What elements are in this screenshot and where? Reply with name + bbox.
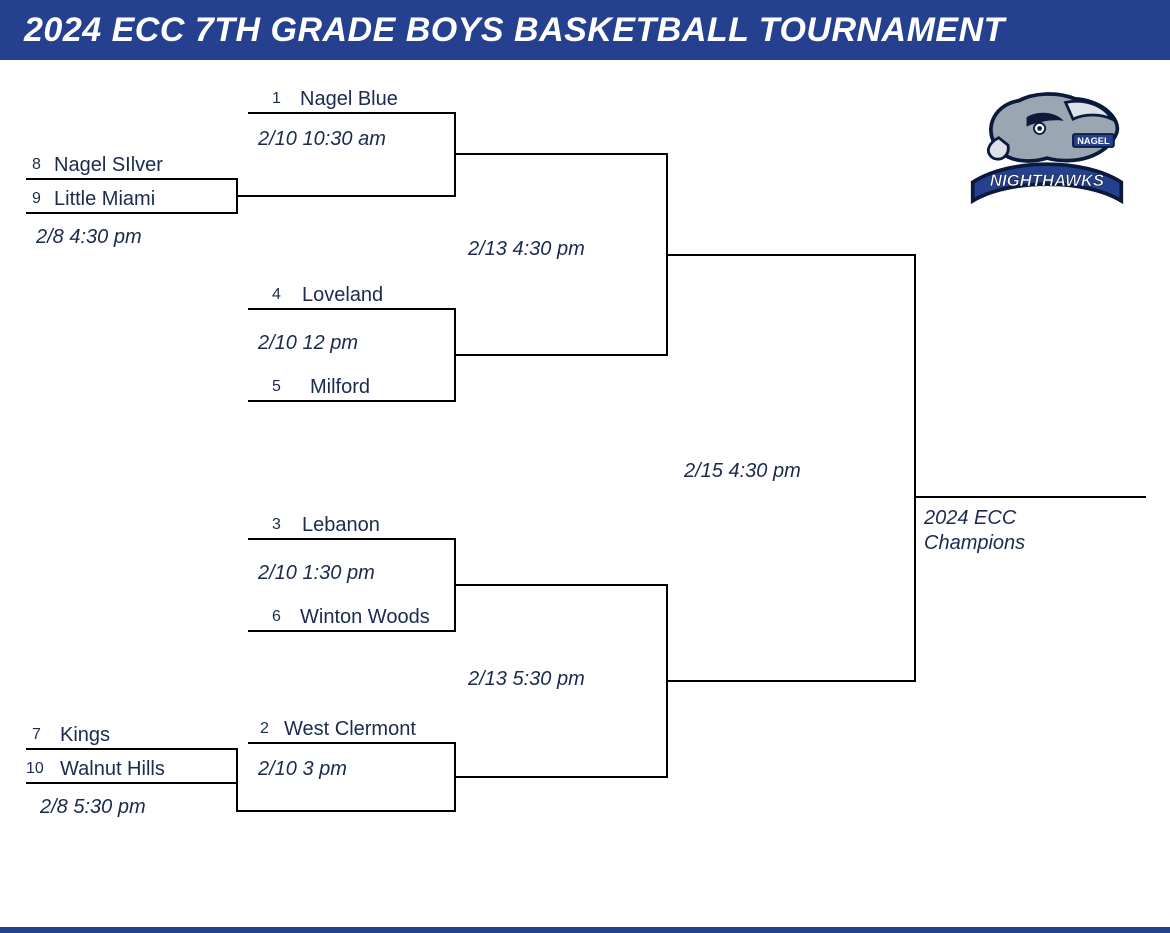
seed-label: 1 bbox=[272, 90, 281, 108]
game-time: 2/10 10:30 am bbox=[258, 128, 386, 151]
bracket-line bbox=[454, 153, 668, 155]
game-time: 2/10 3 pm bbox=[258, 758, 347, 781]
page-title: 2024 ECC 7TH GRADE BOYS BASKETBALL TOURN… bbox=[24, 11, 1005, 50]
team-label: Lebanon bbox=[302, 514, 380, 537]
bracket-line bbox=[26, 748, 238, 750]
game-time: 2/13 4:30 pm bbox=[468, 238, 585, 261]
bracket-line bbox=[914, 254, 916, 682]
bracket-line bbox=[248, 308, 456, 310]
game-time: 2/8 5:30 pm bbox=[40, 796, 146, 819]
bracket-line bbox=[248, 810, 456, 812]
bracket-line bbox=[248, 630, 456, 632]
bracket-line bbox=[236, 195, 248, 197]
bracket-line bbox=[248, 400, 456, 402]
champion-label: 2024 ECC Champions bbox=[924, 506, 1025, 556]
team-label: Winton Woods bbox=[300, 606, 430, 629]
bracket-line bbox=[236, 765, 238, 812]
bracket-line bbox=[454, 776, 668, 778]
bracket-line bbox=[914, 496, 1146, 498]
game-time: 2/8 4:30 pm bbox=[36, 226, 142, 249]
seed-label: 9 bbox=[32, 190, 41, 208]
seed-label: 10 bbox=[26, 760, 44, 778]
team-label: Kings bbox=[60, 724, 110, 747]
bracket-line bbox=[248, 538, 456, 540]
seed-label: 7 bbox=[32, 726, 41, 744]
bracket-line bbox=[248, 112, 456, 114]
bracket-line bbox=[26, 178, 238, 180]
seed-label: 4 bbox=[272, 286, 281, 304]
svg-text:NAGEL: NAGEL bbox=[1077, 136, 1110, 146]
seed-label: 8 bbox=[32, 156, 41, 174]
team-label: Little Miami bbox=[54, 188, 155, 211]
bracket-line bbox=[26, 782, 238, 784]
bracket-line bbox=[454, 584, 668, 586]
game-time: 2/10 12 pm bbox=[258, 332, 358, 355]
seed-label: 2 bbox=[260, 720, 269, 738]
team-label: Loveland bbox=[302, 284, 383, 307]
svg-text:NIGHTHAWKS: NIGHTHAWKS bbox=[990, 171, 1104, 190]
seed-label: 3 bbox=[272, 516, 281, 534]
bracket-line bbox=[454, 354, 668, 356]
bracket-line bbox=[26, 212, 238, 214]
game-time: 2/10 1:30 pm bbox=[258, 562, 375, 585]
team-label: West Clermont bbox=[284, 718, 416, 741]
team-label: Walnut Hills bbox=[60, 758, 165, 781]
bracket-canvas: 8 Nagel SIlver 9 Little Miami 2/8 4:30 p… bbox=[0, 60, 1170, 927]
page-root: 2024 ECC 7TH GRADE BOYS BASKETBALL TOURN… bbox=[0, 0, 1170, 933]
page-title-bar: 2024 ECC 7TH GRADE BOYS BASKETBALL TOURN… bbox=[0, 0, 1170, 60]
game-time: 2/15 4:30 pm bbox=[684, 460, 801, 483]
team-label: Nagel Blue bbox=[300, 88, 398, 111]
bracket-line bbox=[248, 742, 456, 744]
bracket-line bbox=[666, 680, 916, 682]
team-logo: NIGHTHAWKS NAGEL bbox=[952, 82, 1142, 212]
team-label: Nagel SIlver bbox=[54, 154, 163, 177]
team-label: Milford bbox=[310, 376, 370, 399]
game-time: 2/13 5:30 pm bbox=[468, 668, 585, 691]
bracket-line bbox=[248, 195, 456, 197]
seed-label: 5 bbox=[272, 378, 281, 396]
seed-label: 6 bbox=[272, 608, 281, 626]
bracket-line bbox=[666, 254, 916, 256]
